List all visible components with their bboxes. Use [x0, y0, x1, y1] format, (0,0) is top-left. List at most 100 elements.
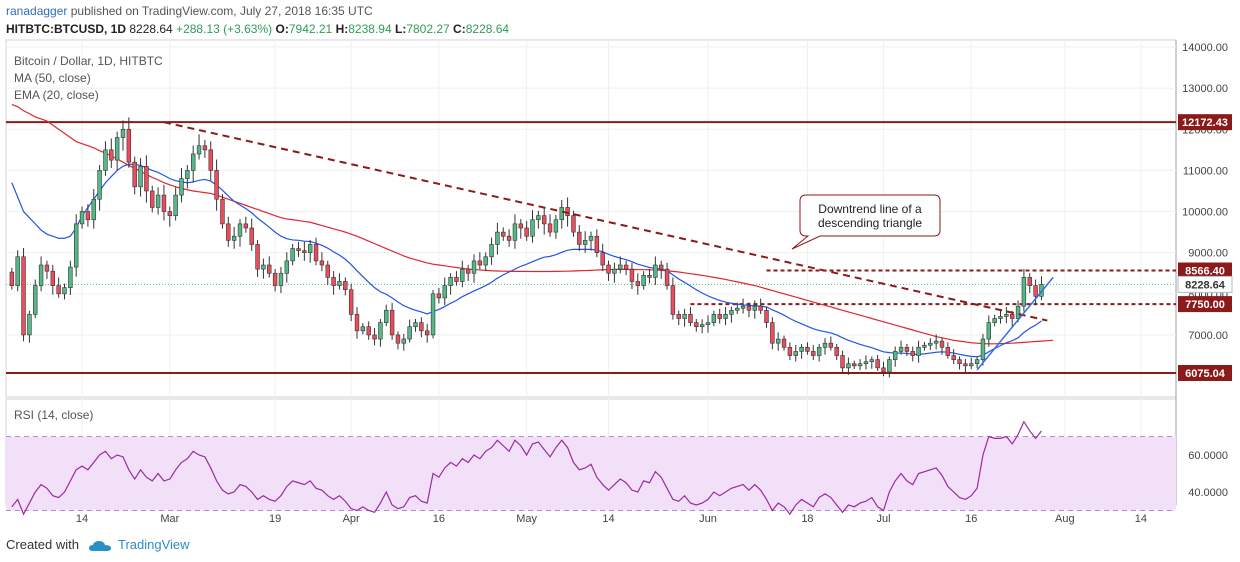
price-label-text: 8228.64: [1185, 279, 1226, 291]
candle: [606, 260, 611, 281]
candle-body: [992, 318, 997, 323]
rsi-line: [11, 420, 1042, 516]
candle-body: [816, 346, 822, 356]
candle-body: [951, 355, 956, 360]
candle-body: [161, 194, 167, 212]
close-label: C:: [453, 22, 466, 36]
time-tick-label: Aug: [1055, 513, 1075, 525]
candle-body: [928, 342, 933, 346]
candle: [635, 273, 641, 295]
footer: Created with TradingView: [6, 537, 190, 552]
candle-body: [319, 260, 325, 266]
candle: [688, 306, 693, 327]
annotation-callout[interactable]: Downtrend line of a descending triangle: [791, 194, 941, 250]
candle: [916, 340, 921, 363]
candle-body: [231, 235, 237, 241]
candle: [629, 262, 635, 289]
candle: [360, 323, 366, 335]
candle-body: [384, 309, 389, 323]
candle: [395, 331, 401, 350]
candle: [957, 356, 962, 370]
candle: [226, 216, 231, 247]
grid: [5, 39, 1177, 506]
candle: [384, 304, 389, 327]
candle-body: [21, 256, 26, 336]
candle: [109, 138, 114, 168]
legend-pair: Bitcoin / Dollar, 1D, HITBTC: [14, 54, 163, 68]
candle: [887, 356, 892, 378]
candle-body: [255, 244, 260, 270]
candle: [822, 338, 828, 355]
candle-body: [922, 344, 927, 348]
candle: [348, 283, 354, 322]
candle-body: [220, 198, 225, 225]
candle-body: [875, 359, 880, 369]
candle-body: [144, 165, 149, 192]
candle-body: [536, 215, 541, 221]
candle-body: [313, 244, 319, 262]
candle: [44, 260, 50, 279]
candle-body: [512, 223, 518, 241]
candle-body: [424, 330, 430, 336]
candle-body: [9, 271, 15, 286]
price-label-bg: [1178, 114, 1232, 131]
candle-body: [278, 272, 284, 286]
candle: [775, 332, 781, 351]
price-tick-label: 11000.00: [1183, 165, 1228, 177]
candle-body: [214, 170, 219, 200]
price-label-bg: [1178, 365, 1232, 381]
time-tick-label: Mar: [160, 513, 179, 525]
candle: [506, 229, 512, 247]
candle: [296, 241, 301, 257]
candle-body: [179, 178, 184, 196]
tradingview-link[interactable]: TradingView: [118, 537, 190, 552]
time-tick-label: 16: [965, 513, 977, 525]
candle-body: [857, 363, 863, 367]
candle-body: [541, 215, 547, 225]
candle: [413, 319, 418, 332]
candle-body: [892, 351, 898, 360]
candle: [846, 357, 851, 375]
candle: [828, 336, 834, 351]
candle: [553, 214, 559, 239]
candle-body: [272, 272, 278, 286]
candle-body: [1004, 314, 1009, 317]
time-axis[interactable]: 14 Mar 19 Apr 16 May 14 Jun 18 Jul 16 Aug 14: [76, 513, 1147, 525]
candle-body: [729, 309, 734, 315]
legend-ma: MA (50, close): [14, 71, 91, 85]
candle: [512, 214, 518, 249]
candle-body: [939, 340, 945, 348]
candle-body: [302, 250, 307, 253]
price-series: [9, 104, 1054, 378]
candle: [155, 187, 161, 215]
publish-text: published on TradingView.com, July 27, 2…: [70, 4, 373, 18]
candle-body: [62, 287, 67, 295]
candle-body: [38, 264, 44, 286]
candle-body: [699, 324, 705, 328]
candle-body: [290, 248, 295, 262]
candle-body: [945, 346, 951, 356]
candle-body: [600, 252, 605, 266]
candle: [161, 184, 167, 221]
candle-body: [559, 207, 564, 221]
candle-body: [735, 307, 740, 311]
price-axis[interactable]: 14000.0013000.0012000.0011000.0010000.00…: [1177, 42, 1233, 381]
candle-body: [465, 268, 471, 274]
candle: [577, 225, 582, 251]
candle: [167, 206, 173, 227]
candle-body: [56, 285, 61, 295]
candle-body: [582, 240, 588, 245]
candle: [781, 335, 787, 351]
candle: [980, 333, 986, 366]
candle: [489, 237, 494, 265]
author-link[interactable]: ranadagger: [6, 4, 68, 18]
candle-body: [401, 338, 407, 344]
candle-body: [998, 316, 1003, 319]
legend-ema: EMA (20, close): [14, 88, 99, 102]
symbol-label: HITBTC:BTCUSD, 1D: [6, 22, 126, 36]
candle: [933, 334, 939, 350]
candle-body: [618, 264, 623, 270]
candle-body: [898, 346, 904, 352]
candle: [460, 260, 465, 288]
